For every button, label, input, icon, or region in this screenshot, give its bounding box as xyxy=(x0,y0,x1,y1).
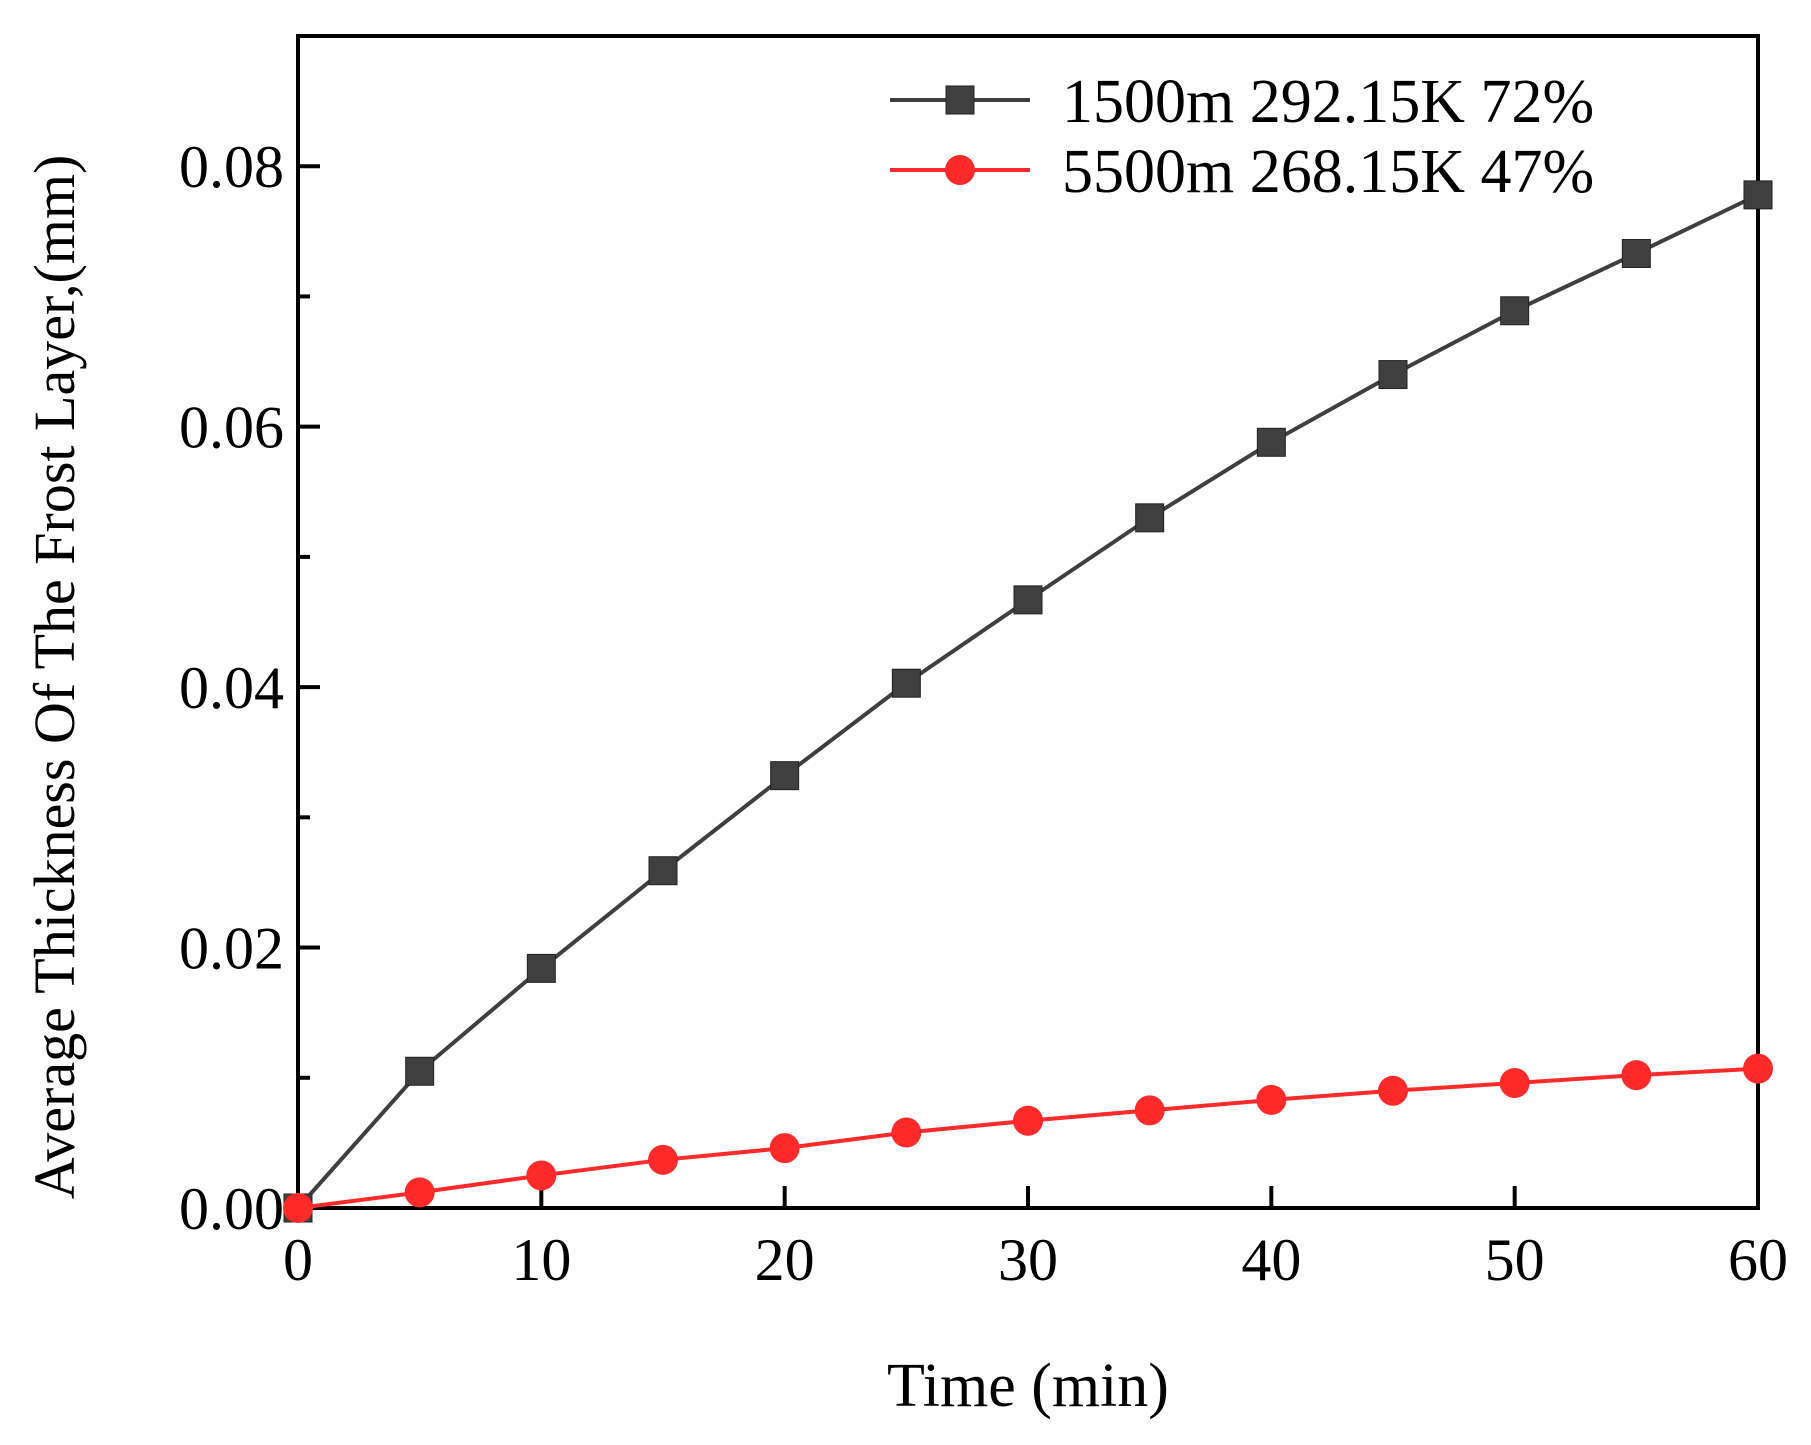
x-tick-label: 20 xyxy=(755,1227,815,1293)
data-point xyxy=(1743,1053,1773,1084)
data-point xyxy=(1256,427,1286,457)
data-point xyxy=(404,1177,435,1208)
x-tick-label: 0 xyxy=(283,1227,313,1293)
data-point xyxy=(1621,1060,1652,1091)
data-point xyxy=(1743,180,1773,210)
plot-frame xyxy=(296,34,1760,1210)
y-tick-label: 0.02 xyxy=(179,916,284,982)
legend-label: 5500m 268.15K 47% xyxy=(1062,138,1594,206)
x-tick-label: 40 xyxy=(1241,1227,1301,1293)
legend: 1500m 292.15K 72%5500m 268.15K 47% xyxy=(890,68,1594,206)
y-tick-label: 0.08 xyxy=(179,134,284,200)
y-tick-label: 0.04 xyxy=(179,655,284,721)
legend-item: 5500m 268.15K 47% xyxy=(890,138,1594,206)
series-group xyxy=(283,1053,1773,1223)
data-point xyxy=(526,953,556,983)
data-point xyxy=(1500,296,1530,326)
data-point xyxy=(1135,503,1165,533)
legend-swatch-marker xyxy=(945,155,975,185)
legend-item: 1500m 292.15K 72% xyxy=(890,68,1594,136)
data-point xyxy=(648,1144,678,1175)
data-point xyxy=(283,1193,313,1223)
data-point xyxy=(405,1056,435,1086)
data-point xyxy=(891,1117,922,1148)
data-point xyxy=(526,1160,557,1191)
legend-swatch-marker xyxy=(945,85,975,115)
data-point xyxy=(770,761,800,791)
data-point xyxy=(1134,1095,1165,1126)
data-point xyxy=(1378,360,1408,390)
data-point xyxy=(1378,1075,1408,1106)
series-line xyxy=(296,193,1759,1210)
y-tick-label: 0.06 xyxy=(179,395,284,461)
data-point xyxy=(1621,238,1651,268)
x-axis-label: Time (min) xyxy=(887,1352,1169,1420)
x-tick-label: 50 xyxy=(1485,1227,1545,1293)
series-group xyxy=(283,180,1773,1223)
x-tick-label: 30 xyxy=(998,1227,1058,1293)
data-point xyxy=(648,856,678,886)
y-axis-label: Average Thickness Of The Frost Layer,(mm… xyxy=(22,155,87,1200)
data-point xyxy=(769,1133,800,1164)
x-tick-label: 60 xyxy=(1728,1227,1788,1293)
data-point xyxy=(1499,1067,1530,1098)
data-point xyxy=(1256,1084,1287,1115)
data-point xyxy=(1013,1105,1043,1136)
x-tick-label: 10 xyxy=(511,1227,571,1293)
data-point xyxy=(891,668,921,698)
legend-label: 1500m 292.15K 72% xyxy=(1062,68,1594,136)
y-tick-label: 0.00 xyxy=(179,1176,284,1242)
data-point xyxy=(1013,585,1043,615)
